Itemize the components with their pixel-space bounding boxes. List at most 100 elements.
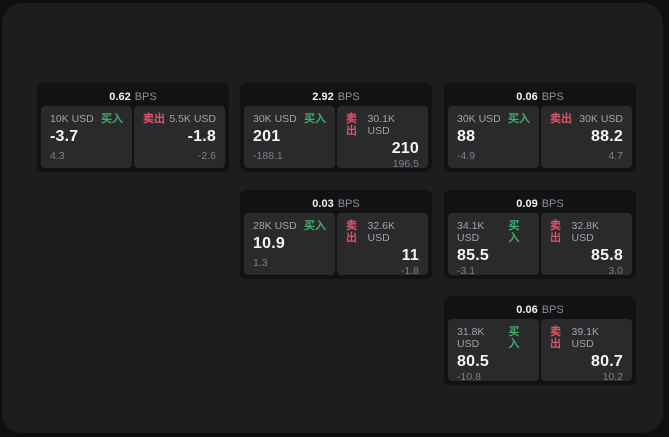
bps-unit-label: BPS [337,90,360,103]
sell-price: -1.8 [187,128,216,145]
buy-tile[interactable]: 28K USD 买入 10.9 1.3 [244,213,335,275]
bps-unit-label: BPS [134,90,157,103]
sell-delta: 10.2 [602,371,623,383]
buy-delta: -4.9 [457,150,476,162]
buy-tile[interactable]: 30K USD 买入 88 -4.9 [448,106,539,168]
bps-unit-label: BPS [541,90,564,103]
sell-side-tag: 卖出 [550,326,561,350]
quote-card: 0.62 BPS 10K USD 买入 -3.7 4.3 卖出 5.5K USD… [37,83,229,172]
buy-delta: -188.1 [253,150,283,162]
sell-delta: 3.0 [608,265,623,277]
sell-tile[interactable]: 卖出 30.1K USD 210 196.5 [337,106,428,170]
card-bps-header: 0.62 BPS [41,87,225,106]
sell-tile-top: 卖出 30.1K USD [346,113,419,137]
buy-amount: 34.1K USD [457,220,485,244]
bps-value: 0.03 [312,197,334,210]
quote-card: 0.06 BPS 31.8K USD 买入 80.5 -10.8 卖出 39.1… [444,296,636,385]
quote-card: 2.92 BPS 30K USD 买入 201 -188.1 卖出 30.1K … [240,83,432,172]
bps-unit-label: BPS [541,303,564,316]
sell-side-tag: 卖出 [346,220,357,244]
card-bps-header: 0.06 BPS [448,87,632,106]
buy-price: 80.5 [457,353,489,370]
buy-tile-top: 34.1K USD 买入 [457,220,530,244]
buy-tile-top: 30K USD 买入 [253,113,326,125]
bps-value: 2.92 [312,90,334,103]
buy-price: 88 [457,128,476,145]
card-body: 30K USD 买入 88 -4.9 卖出 30K USD 88.2 4.7 [448,106,632,168]
card-bps-header: 0.09 BPS [448,194,632,213]
bps-value: 0.06 [516,90,538,103]
sell-tile-top: 卖出 39.1K USD [550,326,623,350]
buy-tile[interactable]: 34.1K USD 买入 85.5 -3.1 [448,213,539,277]
bps-value: 0.09 [516,197,538,210]
buy-side-tag: 买入 [508,326,520,350]
buy-side-tag: 买入 [304,220,326,232]
buy-delta: -10.8 [457,371,481,383]
sell-side-tag: 卖出 [143,113,165,125]
buy-tile-top: 30K USD 买入 [457,113,530,125]
sell-price: 85.8 [591,247,623,264]
card-body: 34.1K USD 买入 85.5 -3.1 卖出 32.8K USD 85.8… [448,213,632,277]
buy-delta: 4.3 [50,150,65,162]
quote-card: 0.06 BPS 30K USD 买入 88 -4.9 卖出 30K USD 8… [444,83,636,172]
buy-amount: 30K USD [253,113,297,125]
sell-tile[interactable]: 卖出 39.1K USD 80.7 10.2 [541,319,632,383]
sell-delta: 196.5 [392,158,419,170]
quotes-panel: 0.62 BPS 10K USD 买入 -3.7 4.3 卖出 5.5K USD… [2,3,663,433]
sell-tile-top: 卖出 5.5K USD [143,113,216,125]
sell-tile[interactable]: 卖出 32.8K USD 85.8 3.0 [541,213,632,277]
buy-price: 85.5 [457,247,489,264]
buy-tile[interactable]: 31.8K USD 买入 80.5 -10.8 [448,319,539,383]
card-body: 31.8K USD 买入 80.5 -10.8 卖出 39.1K USD 80.… [448,319,632,383]
buy-amount: 31.8K USD [457,326,485,350]
sell-delta: -2.6 [197,150,216,162]
card-bps-header: 0.03 BPS [244,194,428,213]
card-body: 28K USD 买入 10.9 1.3 卖出 32.6K USD 11 -1.8 [244,213,428,277]
sell-tile[interactable]: 卖出 32.6K USD 11 -1.8 [337,213,428,277]
sell-price: 80.7 [591,353,623,370]
buy-tile-top: 28K USD 买入 [253,220,326,232]
sell-side-tag: 卖出 [550,220,561,244]
card-bps-header: 2.92 BPS [244,87,428,106]
buy-price: 201 [253,128,281,145]
sell-amount: 32.6K USD [367,220,395,244]
buy-tile[interactable]: 30K USD 买入 201 -188.1 [244,106,335,168]
sell-amount: 30.1K USD [367,113,395,137]
buy-tile[interactable]: 10K USD 买入 -3.7 4.3 [41,106,132,168]
sell-price: 88.2 [591,128,623,145]
buy-delta: 1.3 [253,257,268,269]
buy-tile-top: 10K USD 买入 [50,113,123,125]
quote-card: 0.03 BPS 28K USD 买入 10.9 1.3 卖出 32.6K US… [240,190,432,279]
quote-card: 0.09 BPS 34.1K USD 买入 85.5 -3.1 卖出 32.8K… [444,190,636,279]
buy-tile-top: 31.8K USD 买入 [457,326,530,350]
buy-side-tag: 买入 [101,113,123,125]
buy-side-tag: 买入 [304,113,326,125]
buy-delta: -3.1 [457,265,476,277]
sell-tile-top: 卖出 30K USD [550,113,623,125]
card-body: 30K USD 买入 201 -188.1 卖出 30.1K USD 210 1… [244,106,428,170]
sell-tile[interactable]: 卖出 5.5K USD -1.8 -2.6 [134,106,225,168]
buy-amount: 10K USD [50,113,94,125]
card-bps-header: 0.06 BPS [448,300,632,319]
bps-unit-label: BPS [337,197,360,210]
buy-price: 10.9 [253,235,285,252]
sell-delta: 4.7 [608,150,623,162]
buy-side-tag: 买入 [508,220,520,244]
bps-unit-label: BPS [541,197,564,210]
sell-delta: -1.8 [400,265,419,277]
buy-price: -3.7 [50,128,79,145]
bps-value: 0.06 [516,303,538,316]
sell-amount: 5.5K USD [169,113,216,125]
sell-side-tag: 卖出 [550,113,572,125]
card-body: 10K USD 买入 -3.7 4.3 卖出 5.5K USD -1.8 -2.… [41,106,225,168]
sell-amount: 39.1K USD [571,326,599,350]
bps-value: 0.62 [109,90,131,103]
sell-amount: 30K USD [579,113,623,125]
sell-side-tag: 卖出 [346,113,357,137]
buy-amount: 30K USD [457,113,501,125]
sell-tile-top: 卖出 32.8K USD [550,220,623,244]
sell-tile-top: 卖出 32.6K USD [346,220,419,244]
sell-amount: 32.8K USD [571,220,599,244]
sell-price: 210 [391,140,419,157]
sell-tile[interactable]: 卖出 30K USD 88.2 4.7 [541,106,632,168]
